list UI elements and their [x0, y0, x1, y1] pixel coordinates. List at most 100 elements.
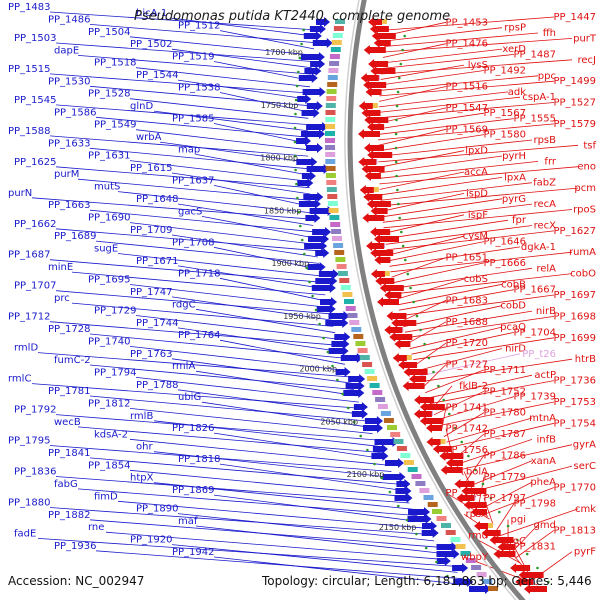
plus-strand-gene	[367, 150, 392, 160]
accession-label: Accession: NC_002947	[8, 574, 144, 588]
gene-label-ispd: ispD	[466, 188, 488, 199]
tick-dot	[437, 385, 440, 388]
gene-label-pp-1492: PP_1492	[483, 66, 526, 77]
gene-label-acca: accA	[464, 167, 488, 178]
gene-category-block	[390, 432, 400, 437]
gene-category-block	[471, 565, 481, 570]
leader-line	[382, 193, 464, 211]
minus-strand-gene	[306, 143, 323, 153]
tick-dot	[395, 119, 398, 122]
gene-category-block	[331, 47, 341, 52]
gene-label-wbpy: wbpY	[461, 552, 489, 563]
tick-dot	[299, 57, 302, 60]
tick-dot	[296, 85, 299, 88]
leader-line	[202, 216, 315, 238]
gene-label-rmla: rmlA	[172, 361, 195, 372]
gene-category-block	[367, 376, 377, 381]
gene-category-block	[333, 33, 343, 38]
gene-category-block	[372, 390, 382, 395]
tick-dot	[401, 49, 404, 52]
minus-strand-gene	[320, 297, 337, 307]
minus-strand-gene	[310, 24, 326, 34]
tick-dot	[482, 483, 485, 486]
gene-label-ffh: ffh	[543, 28, 556, 39]
minus-strand-gene	[331, 339, 349, 349]
leader-line	[379, 87, 446, 102]
gene-label-maf: maf	[178, 516, 198, 527]
tick-dot	[296, 197, 299, 200]
minus-strand-gene	[354, 402, 368, 412]
tick-dot	[400, 63, 403, 66]
gene-label-pp-1516: PP_1516	[445, 82, 488, 93]
gene-label-lpxa: lpxA	[504, 172, 526, 183]
minus-strand-gene	[422, 528, 439, 538]
genome-summary: Topology: circular; Length: 6,181,863 bp…	[262, 574, 592, 588]
gene-category-block	[339, 278, 349, 283]
leader-line	[220, 340, 345, 364]
gene-category-block	[365, 369, 375, 374]
minus-strand-gene	[383, 472, 406, 482]
gene-category-block	[325, 117, 335, 122]
gene-label-pp-1707: PP_1707	[14, 281, 57, 292]
gene-label-fabg: fabG	[54, 479, 78, 490]
gene-category-block	[412, 474, 422, 479]
gene-label-pp-1920: PP_1920	[130, 535, 173, 546]
gene-category-block	[326, 110, 336, 115]
plus-strand-gene	[426, 423, 442, 433]
tick-dot	[442, 399, 445, 402]
gene-label-pp-1515: PP_1515	[8, 64, 51, 75]
minus-strand-gene	[395, 486, 411, 496]
minus-strand-gene	[437, 556, 451, 566]
gene-label-pp-1740: PP_1740	[88, 336, 131, 347]
plus-strand-gene	[371, 206, 388, 216]
tick-dot	[419, 329, 422, 332]
gene-label-pp-1764: PP_1764	[178, 330, 221, 341]
gene-category-block	[404, 460, 414, 465]
tick-dot	[536, 567, 539, 570]
minus-strand-gene	[363, 423, 383, 433]
gene-label-pp-1880: PP_1880	[8, 498, 51, 509]
gene-label-pp-1747: PP_1747	[130, 287, 173, 298]
tick-dot	[507, 525, 510, 528]
ruler-tick-label: 1700 kbp	[265, 48, 303, 57]
leader-line	[378, 129, 446, 145]
minus-strand-gene	[329, 311, 350, 321]
tick-dot	[423, 343, 426, 346]
tick-dot	[402, 245, 405, 248]
plus-strand-gene	[374, 255, 390, 265]
gene-category-block	[348, 313, 358, 318]
gene-label-pp-1502: PP_1502	[130, 39, 173, 50]
gene-category-block	[338, 271, 348, 276]
gene-label-cobo: cobO	[570, 269, 596, 280]
plus-strand-gene	[446, 458, 463, 468]
minus-strand-gene	[312, 227, 331, 237]
gene-label-fpr: fpr	[512, 215, 527, 226]
plus-strand-gene	[384, 325, 402, 335]
gene-label-pp-1882: PP_1882	[48, 510, 91, 521]
gene-label-pp-1648: PP_1648	[136, 194, 179, 205]
gene-label-pp-1687: PP_1687	[8, 250, 51, 261]
gene-category-block	[328, 68, 338, 73]
gene-label-pp-1631: PP_1631	[88, 151, 131, 162]
tick-dot	[311, 295, 314, 298]
gene-category-block	[325, 138, 335, 143]
plus-strand-gene	[360, 185, 374, 195]
plus-strand-gene	[393, 353, 407, 363]
gene-category-block	[326, 166, 336, 171]
tick-dot	[409, 287, 412, 290]
gene-category-block	[384, 418, 394, 423]
gene-label-dape: dapE	[54, 45, 79, 56]
gene-label-frr: frr	[544, 156, 556, 167]
gene-label-rpsb: rpsB	[533, 135, 556, 146]
gene-label-pp-1699: PP_1699	[553, 333, 596, 344]
gene-label-cmk: cmk	[575, 504, 596, 515]
ruler-tick-label: 2050 kbp	[320, 417, 358, 426]
gene-label-pp-1530: PP_1530	[48, 76, 91, 87]
gene-label-pp-1841: PP_1841	[48, 448, 91, 459]
minus-strand-gene	[310, 59, 325, 69]
tick-dot	[432, 371, 435, 374]
tick-dot	[322, 337, 325, 340]
gene-label-htpx: htpX	[130, 473, 154, 484]
minus-strand-gene	[304, 31, 322, 41]
tick-dot	[308, 281, 311, 284]
